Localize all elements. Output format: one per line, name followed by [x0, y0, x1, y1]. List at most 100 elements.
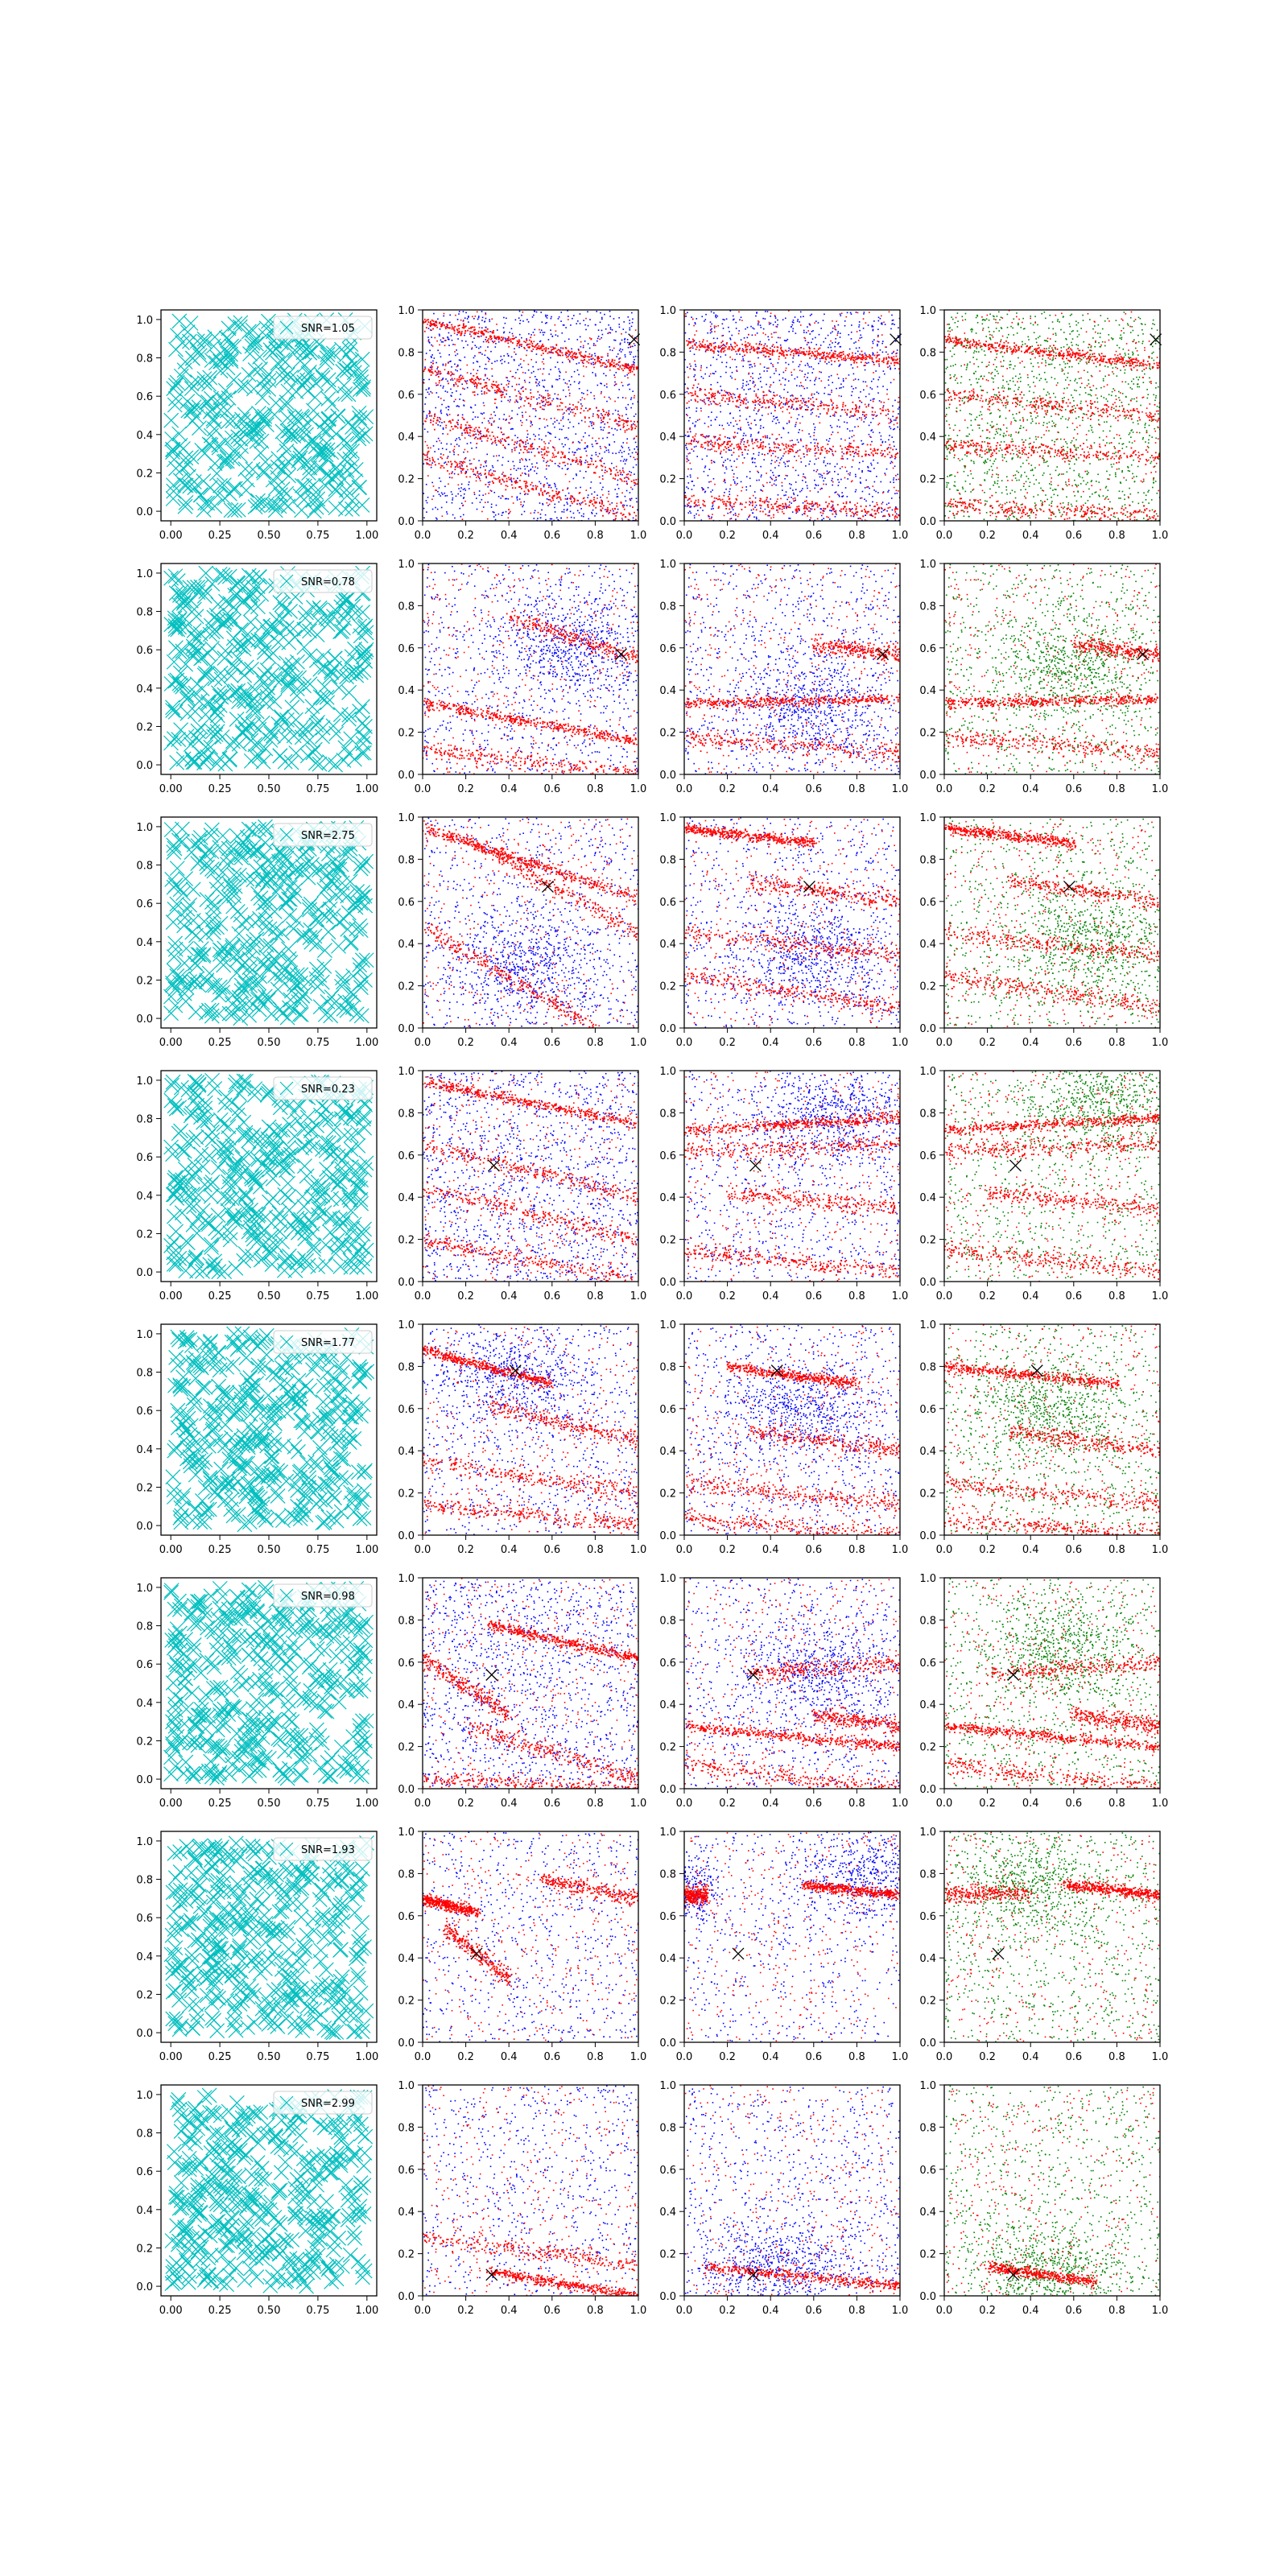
- scatter-point: [581, 397, 583, 398]
- scatter-point: [763, 485, 765, 487]
- scatter-point: [550, 329, 551, 331]
- scatter-point: [460, 426, 462, 427]
- scatter-point: [602, 487, 604, 489]
- scatter-point: [440, 467, 442, 469]
- scatter-point: [458, 485, 460, 486]
- scatter-point: [588, 505, 590, 506]
- scatter-point: [508, 460, 510, 462]
- scatter-point: [561, 511, 563, 513]
- scatter-point: [690, 350, 691, 352]
- scatter-point: [726, 344, 728, 345]
- scatter-point: [634, 424, 636, 426]
- scatter-point: [888, 440, 890, 441]
- scatter-point: [606, 401, 608, 402]
- scatter-point: [477, 431, 479, 432]
- scatter-point: [476, 481, 477, 482]
- scatter-point: [606, 365, 608, 367]
- scatter-point: [861, 337, 863, 339]
- scatter-point: [487, 486, 489, 488]
- scatter-point: [627, 368, 629, 369]
- scatter-point: [424, 366, 426, 368]
- scatter-point: [694, 446, 696, 448]
- scatter-point: [720, 411, 721, 413]
- scatter-point: [598, 336, 600, 337]
- scatter-point: [886, 469, 888, 470]
- scatter-point: [617, 509, 619, 510]
- scatter-point: [569, 360, 571, 361]
- scatter-point: [462, 388, 464, 390]
- scatter-point: [619, 421, 621, 423]
- scatter-point: [524, 448, 526, 450]
- scatter-point: [630, 514, 631, 515]
- scatter-point: [751, 459, 753, 460]
- scatter-point: [787, 465, 789, 467]
- scatter-point: [853, 516, 855, 518]
- scatter-point: [518, 407, 520, 409]
- scatter-point: [530, 452, 532, 453]
- scatter-point: [542, 402, 543, 403]
- scatter-point: [620, 472, 621, 473]
- scatter-point: [564, 412, 565, 414]
- scatter-point: [602, 465, 604, 467]
- scatter-point: [601, 337, 602, 339]
- scatter-point: [522, 390, 524, 392]
- scatter-point: [486, 388, 488, 390]
- scatter-point: [609, 398, 611, 400]
- scatter-point: [831, 375, 832, 377]
- scatter-point: [746, 476, 748, 477]
- scatter-point: [514, 348, 515, 349]
- scatter-point: [481, 390, 482, 392]
- scatter-point: [477, 361, 478, 362]
- cyan-x-marker: [332, 465, 346, 480]
- scatter-point: [479, 366, 481, 368]
- scatter-point: [738, 407, 740, 408]
- scatter-point: [840, 468, 841, 469]
- scatter-point: [567, 353, 568, 354]
- scatter-point: [883, 370, 885, 372]
- scatter-point: [621, 456, 623, 457]
- scatter-point: [546, 451, 547, 452]
- scatter-point: [568, 316, 569, 317]
- scatter-point: [539, 494, 540, 496]
- scatter-point: [529, 382, 530, 383]
- scatter-point: [530, 513, 532, 514]
- scatter-point: [516, 345, 518, 346]
- scatter-point: [851, 358, 852, 360]
- scatter-point: [456, 370, 458, 372]
- cyan-x-marker: [172, 314, 187, 328]
- scatter-point: [559, 378, 560, 380]
- scatter-point: [440, 340, 442, 341]
- scatter-point: [747, 453, 749, 455]
- scatter-point: [551, 318, 552, 320]
- scatter-point: [560, 312, 562, 313]
- scatter-point: [626, 442, 628, 444]
- scatter-point: [483, 402, 485, 404]
- scatter-point: [532, 349, 534, 350]
- scatter-point: [485, 462, 487, 464]
- scatter-point: [451, 395, 452, 397]
- scatter-point: [510, 396, 511, 398]
- scatter-point: [731, 466, 733, 468]
- scatter-point: [516, 384, 518, 386]
- scatter-point: [809, 333, 811, 335]
- scatter-point: [820, 345, 822, 346]
- scatter-point: [434, 429, 436, 431]
- scatter-point: [551, 386, 553, 387]
- scatter-point: [440, 328, 441, 330]
- scatter-point: [459, 375, 460, 377]
- scatter-point: [557, 452, 559, 454]
- scatter-point: [818, 393, 819, 394]
- scatter-point: [536, 349, 538, 350]
- scatter-point: [448, 407, 450, 408]
- scatter-point: [860, 482, 861, 484]
- scatter-point: [559, 349, 561, 351]
- scatter-point: [623, 506, 625, 508]
- scatter-point: [519, 323, 521, 324]
- scatter-point: [518, 317, 520, 319]
- scatter-point: [878, 361, 880, 362]
- scatter-point: [624, 341, 625, 343]
- scatter-point: [856, 489, 857, 491]
- scatter-point: [844, 359, 845, 361]
- scatter-point: [852, 466, 853, 468]
- scatter-point: [485, 341, 487, 343]
